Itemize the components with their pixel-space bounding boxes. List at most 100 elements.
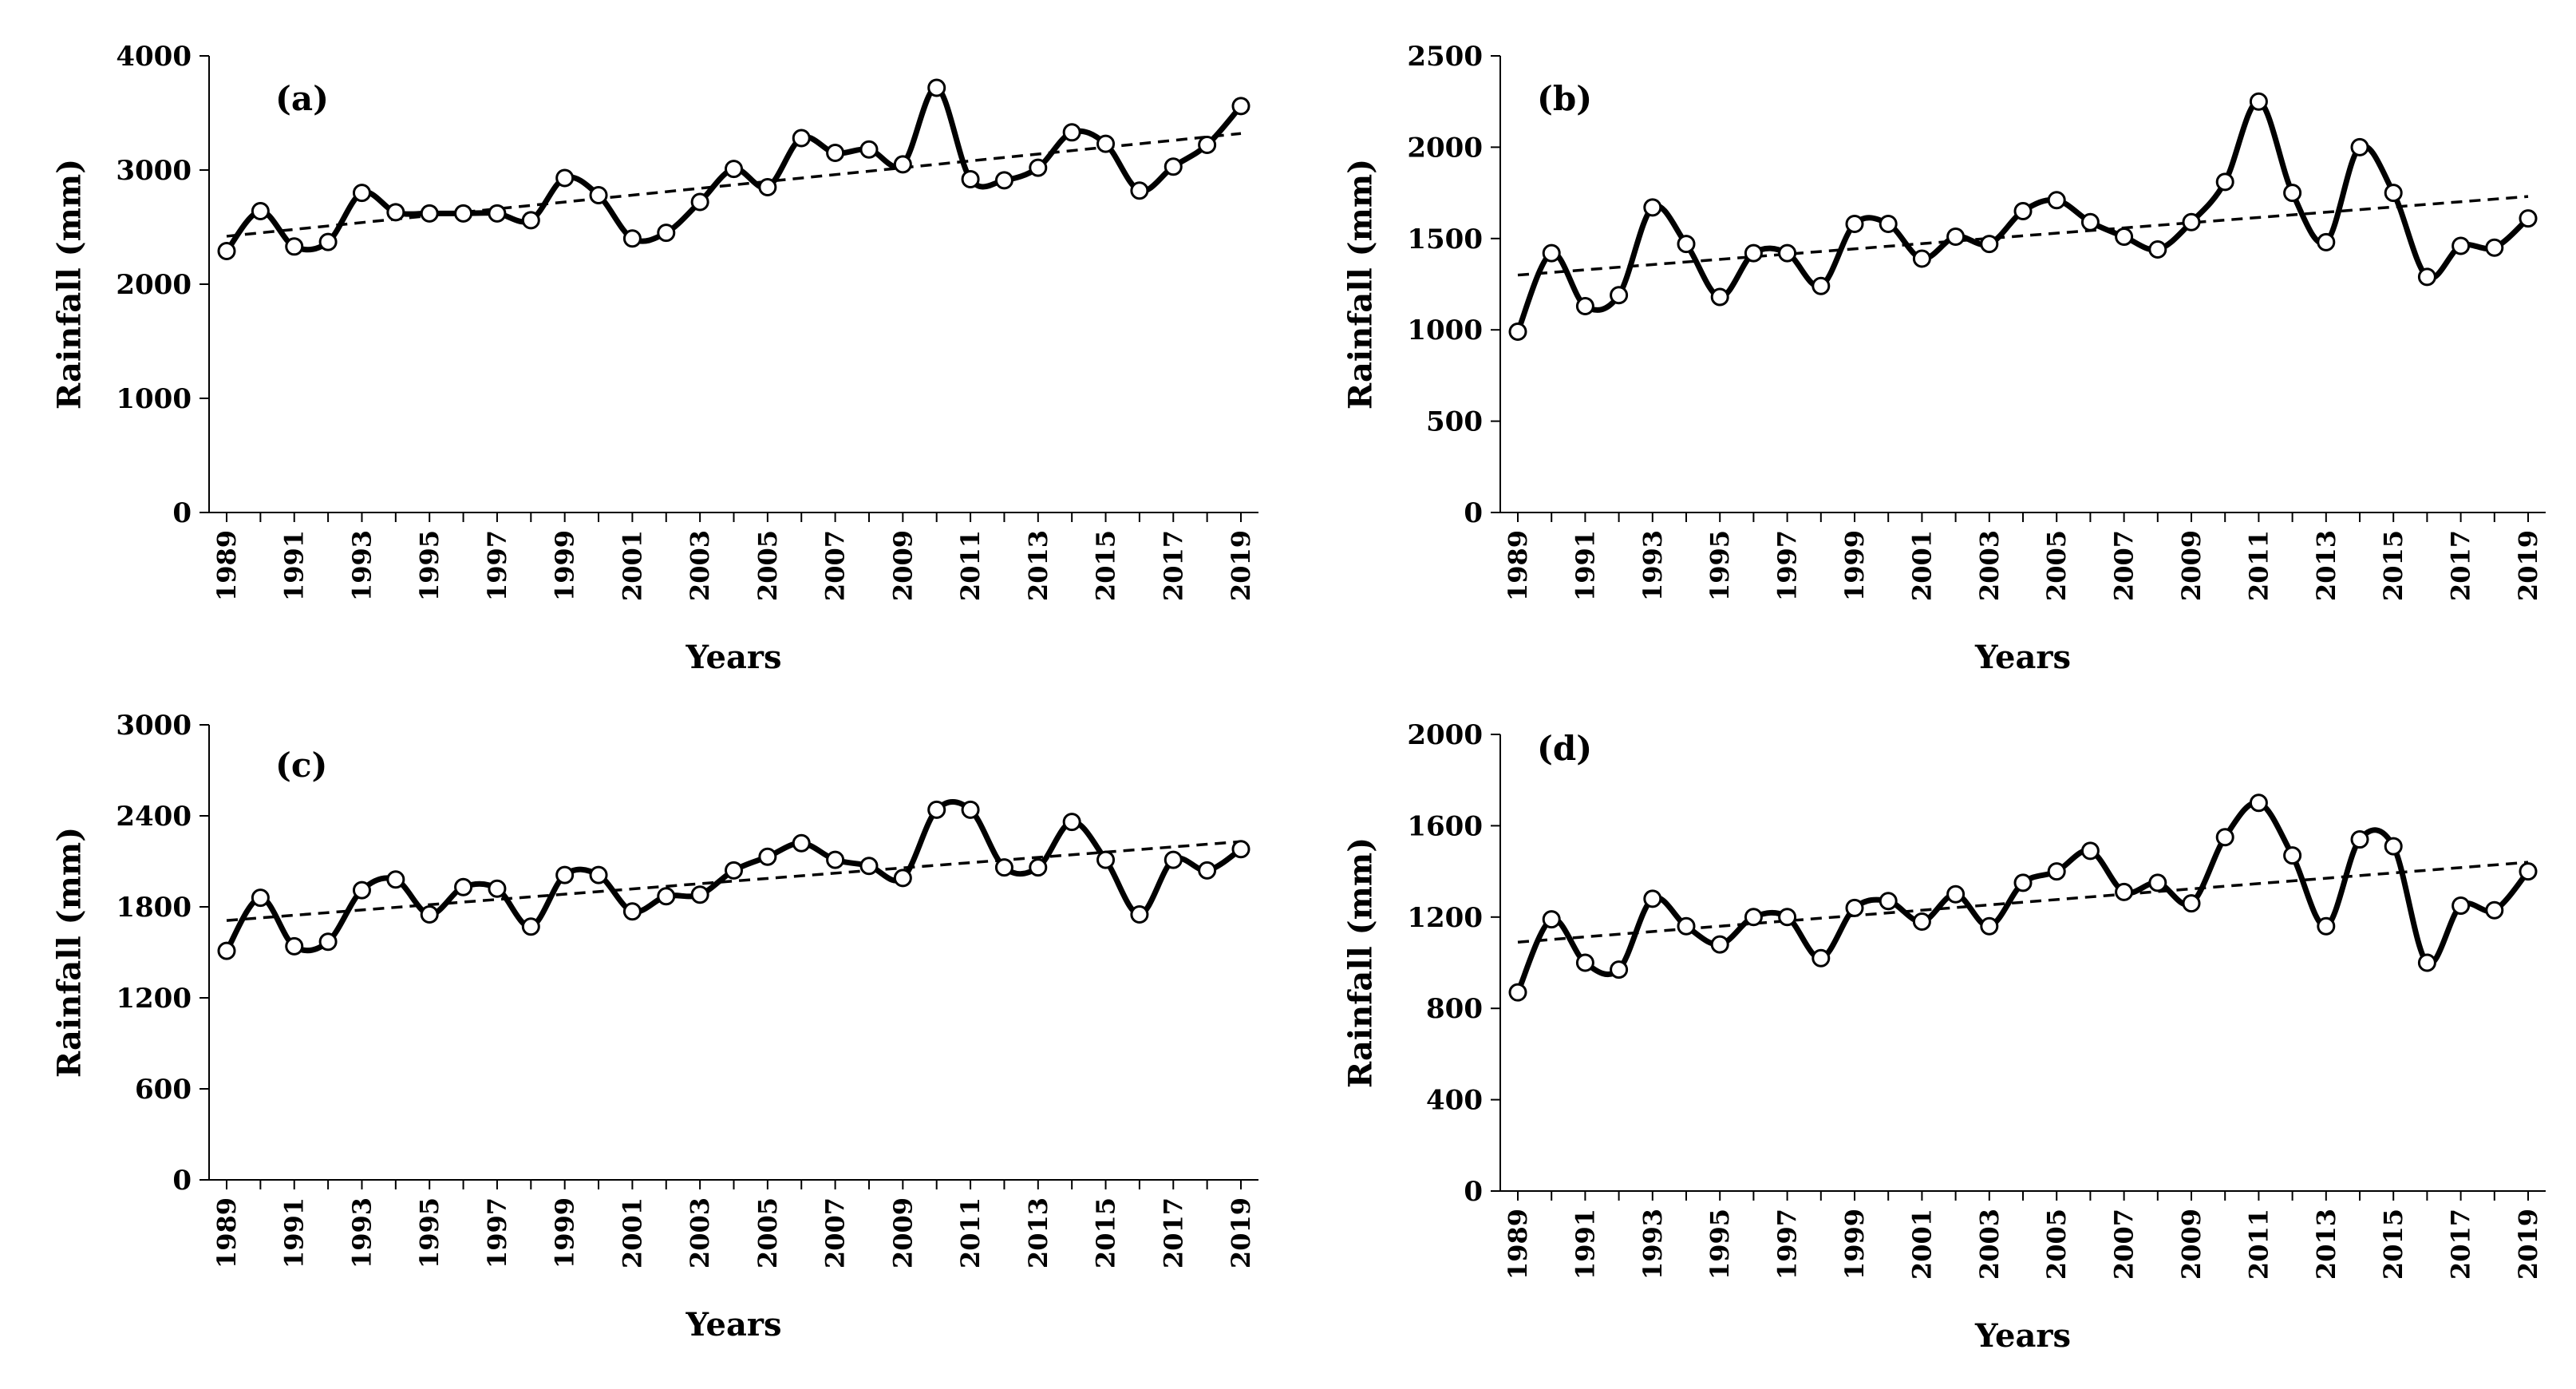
x-tick-label: 1999	[1839, 530, 1870, 601]
panel-label: (d)	[1537, 729, 1592, 768]
data-point	[2047, 191, 2066, 210]
x-tick-label: 1997	[1772, 530, 1803, 601]
data-point	[1542, 243, 1561, 263]
data-point	[1980, 235, 1999, 254]
data-point	[420, 204, 439, 223]
y-tick-label: 0	[172, 497, 192, 529]
data-point	[488, 879, 507, 898]
data-point	[792, 833, 811, 853]
y-axis-title: Rainfall (mm)	[51, 159, 89, 410]
x-tick-label: 2003	[685, 1197, 715, 1268]
x-tick-label: 2005	[2041, 1209, 2072, 1280]
data-point	[1778, 243, 1797, 263]
x-tick-label: 1989	[1503, 1209, 1533, 1280]
data-point	[2249, 92, 2268, 111]
data-point	[2384, 184, 2403, 203]
data-point	[2215, 172, 2234, 192]
data-point	[859, 140, 879, 159]
panel-d: 0 400 800 1200 1600 2000 1989 1991 1993 1995 1997 1…	[1342, 719, 2546, 1355]
data-point	[352, 880, 371, 900]
data-point	[2115, 882, 2134, 901]
data-point	[725, 861, 743, 880]
data-point	[1845, 214, 1864, 233]
data-point	[555, 168, 575, 188]
data-point	[994, 858, 1013, 877]
data-point	[1096, 850, 1116, 869]
data-point	[2317, 916, 2336, 936]
data-point	[725, 160, 743, 179]
x-tick-label: 1997	[482, 530, 512, 601]
x-tick-label: 2001	[1906, 530, 1937, 601]
x-tick-label: 2003	[1974, 1209, 2005, 1280]
data-point	[352, 184, 371, 203]
data-point	[2148, 873, 2167, 892]
x-tick-label: 1993	[346, 530, 377, 601]
data-point	[1677, 235, 1696, 254]
data-point	[1130, 181, 1149, 200]
x-tick-label: 1991	[1570, 530, 1600, 601]
x-tick-label: 2005	[753, 530, 783, 601]
data-point	[454, 877, 473, 896]
x-tick-label: 2007	[2109, 530, 2139, 601]
data-point	[622, 902, 642, 921]
data-point	[1164, 850, 1183, 869]
data-point	[2350, 137, 2369, 156]
data-point	[1610, 960, 1629, 979]
data-point	[1811, 948, 1831, 968]
data-point	[1096, 134, 1116, 153]
data-point	[961, 169, 980, 188]
panel-label: (a)	[275, 79, 329, 118]
data-point	[859, 857, 879, 876]
x-tick-label: 2001	[617, 530, 647, 601]
panel-c: 0 600 1200 1800 2400 3000 1989 1991 1993 1995 1997…	[51, 710, 1258, 1343]
x-tick-label: 1995	[414, 530, 444, 601]
x-tick-label: 2011	[955, 530, 986, 601]
panel-label: (c)	[275, 746, 327, 785]
data-point	[2283, 184, 2302, 203]
trend-line	[226, 840, 1242, 922]
data-point	[1231, 97, 1250, 116]
data-point	[285, 936, 304, 956]
y-tick-label: 1200	[116, 983, 192, 1015]
data-point	[2013, 873, 2033, 892]
x-tick-label: 1995	[1705, 1209, 1735, 1280]
data-point	[2452, 236, 2471, 255]
data-point	[2350, 830, 2369, 849]
x-tick-label: 2007	[820, 530, 851, 601]
y-tick-label: 3000	[116, 710, 192, 742]
y-axis-title: Rainfall (mm)	[1342, 159, 1380, 410]
data-point	[1508, 322, 1527, 341]
x-axis-title: Years	[1974, 639, 2071, 676]
x-tick-label: 2017	[1158, 530, 1188, 601]
y-tick-label: 1000	[1407, 315, 1483, 346]
data-point	[927, 800, 946, 819]
data-point	[2452, 896, 2471, 915]
data-point	[2182, 894, 2201, 913]
data-point	[1643, 889, 1662, 908]
y-tick-label: 2500	[1407, 41, 1483, 73]
data-point	[1198, 861, 1217, 880]
y-tick-label: 600	[135, 1074, 192, 1106]
data-point	[927, 78, 946, 97]
data-point	[2080, 841, 2100, 861]
x-tick-label: 2015	[2378, 530, 2408, 601]
x-axis-title: Years	[685, 1306, 781, 1343]
x-tick-label: 1989	[1503, 530, 1533, 601]
data-point	[2013, 201, 2033, 220]
data-point	[1845, 898, 1864, 917]
data-point	[318, 232, 338, 251]
data-point	[1062, 813, 1081, 832]
data-point	[1710, 287, 1729, 307]
y-tick-label: 0	[172, 1165, 192, 1197]
y-tick-label: 0	[1464, 1176, 1483, 1208]
data-point	[893, 155, 912, 174]
data-point	[1677, 916, 1696, 936]
data-point	[1710, 935, 1729, 954]
data-point	[1811, 276, 1831, 295]
x-tick-label: 2007	[2109, 1209, 2139, 1280]
data-point	[2519, 862, 2538, 881]
x-tick-label: 2009	[2176, 530, 2207, 601]
y-tick-label: 1200	[1407, 902, 1483, 934]
data-point	[2080, 212, 2100, 232]
